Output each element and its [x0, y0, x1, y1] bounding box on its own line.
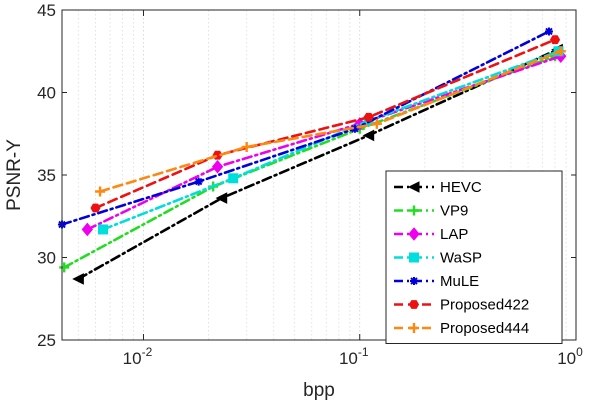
legend-marker-wasp	[409, 252, 419, 263]
legend-item-wasp: WaSP	[394, 250, 482, 267]
axis-ticks: 25 30 35 40 45 10-2 10-1 100	[37, 1, 583, 368]
x-axis-label: bpp	[303, 380, 335, 401]
legend-label-vp9: VP9	[440, 203, 468, 220]
legend-marker-proposed422	[408, 300, 420, 309]
legend-item-vp9: VP9	[394, 203, 468, 220]
data-point-wasp	[228, 173, 239, 184]
data-point-hevc	[72, 273, 84, 285]
legend-marker-hevc	[407, 181, 420, 193]
legend-label-proposed422: Proposed422	[440, 297, 529, 314]
y-tick-label: 45	[37, 1, 56, 20]
data-point-wasp	[98, 224, 109, 235]
data-point-proposed422	[363, 112, 374, 122]
y-tick-label: 30	[37, 249, 56, 268]
y-axis-label: PSNR-Y	[4, 139, 25, 211]
x-tick-label: 10-1	[339, 345, 369, 368]
legend-label-proposed444: Proposed444	[440, 320, 529, 337]
legend-item-hevc: HEVC	[394, 179, 482, 196]
data-point-lap	[81, 222, 93, 237]
data-point-proposed444	[95, 186, 106, 197]
data-point-proposed422	[549, 35, 561, 45]
legend-marker-lap	[408, 227, 420, 241]
legend-marker-proposed444	[409, 323, 419, 333]
data-point-proposed422	[90, 203, 101, 213]
data-point-mule	[194, 177, 203, 186]
legend-item-mule: MuLE	[394, 273, 479, 290]
legend-marker-vp9	[409, 205, 419, 216]
legend-item-proposed444: Proposed444	[394, 320, 529, 337]
series-line-proposed422	[94, 38, 557, 210]
data-point-proposed444	[371, 118, 382, 129]
series-line-mule	[60, 30, 551, 226]
series-line-lap	[86, 54, 563, 231]
legend-item-proposed422: Proposed422	[394, 297, 529, 314]
data-point-hevc	[362, 129, 375, 142]
legend-label-wasp: WaSP	[440, 250, 482, 267]
legend-marker-mule	[410, 277, 418, 285]
data-point-hevc	[215, 192, 228, 204]
x-tick-label: 100	[557, 345, 583, 368]
series-line-wasp	[101, 49, 560, 231]
data-point-vp9	[59, 262, 70, 273]
y-tick-label: 40	[37, 84, 56, 103]
series-line-hevc	[77, 48, 559, 281]
series-proposed444	[95, 46, 566, 197]
legend-label-hevc: HEVC	[440, 179, 482, 196]
series-group	[58, 27, 567, 285]
x-tick-label: 10-2	[123, 345, 153, 368]
data-point-proposed444	[555, 46, 566, 57]
legend-label-mule: MuLE	[440, 273, 479, 290]
series-line-proposed444	[98, 49, 563, 193]
legend-label-lap: LAP	[440, 226, 468, 243]
data-point-proposed444	[241, 141, 252, 152]
legend-item-lap: LAP	[394, 226, 468, 243]
y-tick-label: 25	[37, 331, 56, 350]
y-tick-label: 35	[37, 166, 56, 185]
data-point-mule	[544, 27, 553, 36]
data-point-lap	[211, 159, 224, 174]
data-point-mule	[350, 124, 359, 133]
legend: HEVC VP9 LAP WaSP MuLE Proposed422 Proposed444	[385, 170, 563, 344]
